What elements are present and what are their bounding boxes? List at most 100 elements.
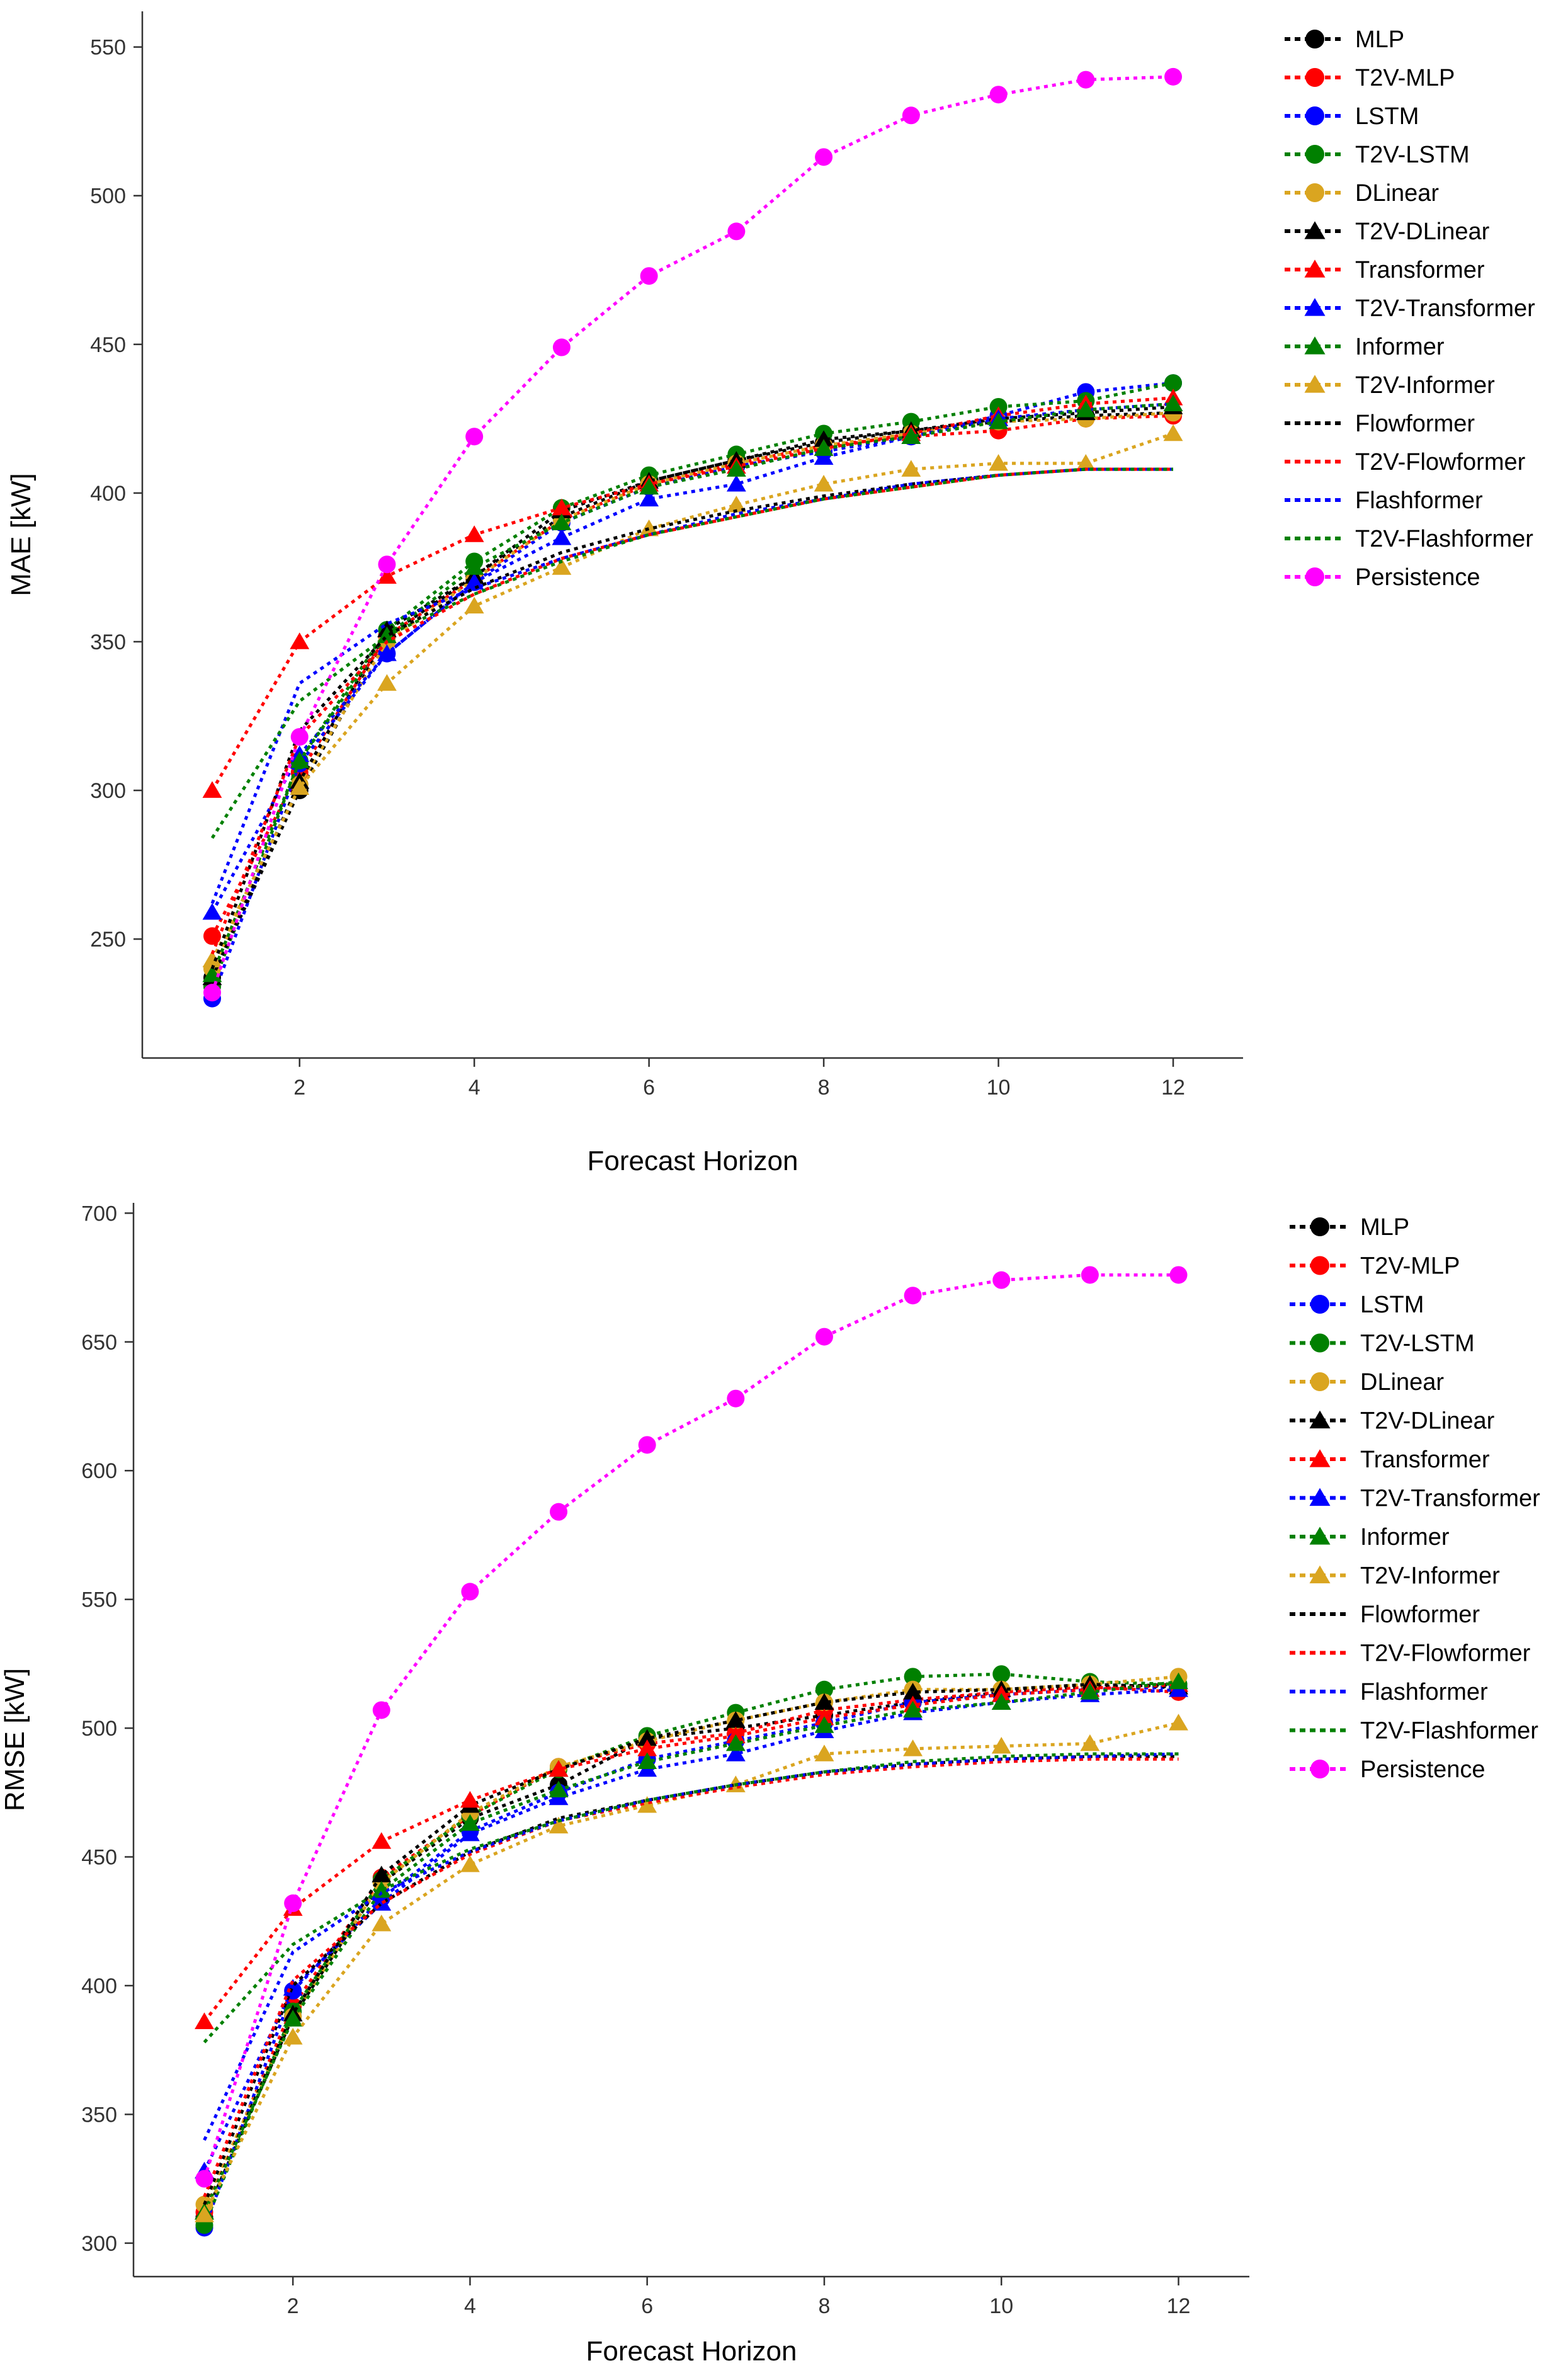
legend-label: LSTM [1355, 103, 1419, 130]
data-point [989, 453, 1008, 471]
data-point [1163, 394, 1183, 412]
legend-marker [1304, 259, 1326, 278]
y-tick-label: 350 [90, 630, 126, 654]
data-point [202, 965, 222, 982]
legend-entry: LSTM [1290, 1292, 1424, 1318]
legend-marker [1305, 183, 1324, 202]
y-tick-label: 550 [90, 36, 126, 60]
data-point [638, 1436, 656, 1454]
data-point [1077, 71, 1095, 89]
rmse-chart: 2 4 6 8 10 12 300 350 400 450 500 550 600 650 700 Forec… [0, 1202, 1540, 2367]
y-tick-label: 600 [81, 1459, 117, 1483]
x-tick-label: 2 [287, 2294, 299, 2318]
data-point [1164, 67, 1183, 86]
series-line [203, 1752, 1179, 2044]
legend-label: T2V-Informer [1355, 372, 1495, 399]
data-point [372, 1701, 390, 1719]
data-point [815, 148, 833, 166]
series-informer [195, 1672, 1188, 2220]
data-point [904, 1287, 922, 1305]
data-point [372, 1865, 392, 1882]
series-t2v-lstm [195, 1665, 1188, 2234]
legend-entry: Informer [1285, 334, 1445, 360]
y-tick-label: 500 [90, 185, 126, 208]
data-point [465, 428, 484, 446]
data-point [552, 528, 572, 545]
series-line [203, 1755, 1179, 2205]
data-point [727, 222, 746, 241]
legend-marker [1305, 68, 1324, 87]
x-tick-label: 8 [818, 2294, 830, 2318]
data-point [1080, 1734, 1100, 1751]
legend-marker [1310, 1256, 1329, 1275]
legend-entry: LSTM [1285, 103, 1419, 130]
data-point [550, 1503, 568, 1521]
legend-entry: Persistence [1285, 564, 1480, 591]
data-point [290, 632, 310, 649]
data-point [552, 498, 572, 516]
data-point [290, 778, 310, 795]
legend-entry: T2V-Flashformer [1285, 526, 1533, 552]
legend-marker [1305, 567, 1324, 586]
legend-label: LSTM [1360, 1292, 1424, 1318]
x-tick-label: 6 [643, 1076, 655, 1100]
legend-entry: MLP [1285, 26, 1404, 53]
legend-entry: T2V-DLinear [1290, 1408, 1495, 1435]
legend-label: Informer [1355, 334, 1445, 360]
series-t2v-flashformer [203, 1752, 1179, 2044]
data-point [815, 1680, 833, 1698]
legend-marker [1304, 221, 1326, 239]
data-point [372, 1832, 392, 1849]
legend-label: Flashformer [1355, 487, 1483, 514]
series-line [203, 1752, 1179, 2141]
y-tick-label: 300 [90, 779, 126, 803]
legend-entry: Transformer [1285, 257, 1485, 283]
y-tick-label: 400 [81, 1974, 117, 1998]
data-point [639, 489, 659, 507]
legend-marker [1310, 1372, 1329, 1391]
data-point [377, 674, 397, 691]
data-point [290, 728, 309, 746]
data-point [460, 1824, 480, 1841]
series-line [210, 402, 1174, 913]
legend-label: T2V-DLinear [1355, 219, 1490, 245]
data-point [903, 1700, 923, 1718]
data-point [992, 1665, 1011, 1683]
data-point [202, 781, 222, 798]
x-tick-label: 6 [641, 2294, 653, 2318]
data-point [814, 448, 834, 465]
mae-chart: 2 4 6 8 10 12 250 300 350 400 450 500 550 Forecast Ho… [6, 11, 1535, 1176]
data-point [814, 475, 834, 492]
legend-label: T2V-Flowformer [1355, 449, 1526, 475]
data-point [814, 1716, 834, 1733]
legend-entry: T2V-Flashformer [1290, 1718, 1538, 1744]
y-tick-label: 700 [81, 1202, 117, 1226]
data-point [1076, 453, 1096, 471]
y-tick-label: 400 [90, 482, 126, 506]
y-axis-title: RMSE [kW] [0, 1668, 30, 1811]
legend-marker [1309, 1527, 1331, 1545]
series-line [210, 467, 1173, 970]
x-tick-label: 10 [989, 2294, 1013, 2318]
data-point [727, 1389, 745, 1408]
legend-entry: T2V-MLP [1285, 65, 1455, 91]
legend-label: T2V-Flashformer [1360, 1718, 1538, 1744]
data-point [725, 1711, 746, 1728]
data-point [548, 1816, 569, 1834]
data-point [552, 558, 572, 575]
data-point [1163, 424, 1183, 441]
data-point [1169, 1672, 1188, 1690]
series-line [203, 1683, 1179, 2213]
data-point [548, 1780, 569, 1797]
y-tick-label: 500 [81, 1717, 117, 1741]
x-axis-title: Forecast Horizon [586, 2336, 797, 2367]
series-line [203, 1685, 1179, 2229]
legend-label: T2V-DLinear [1360, 1408, 1495, 1435]
legend-marker [1309, 1449, 1331, 1467]
series-line [210, 396, 1174, 792]
x-tick-label: 4 [464, 2294, 476, 2318]
legend-entry: T2V-Informer [1285, 372, 1495, 399]
data-point [1081, 1266, 1099, 1284]
legend-label: T2V-Flashformer [1355, 526, 1533, 552]
data-point [815, 1328, 833, 1346]
